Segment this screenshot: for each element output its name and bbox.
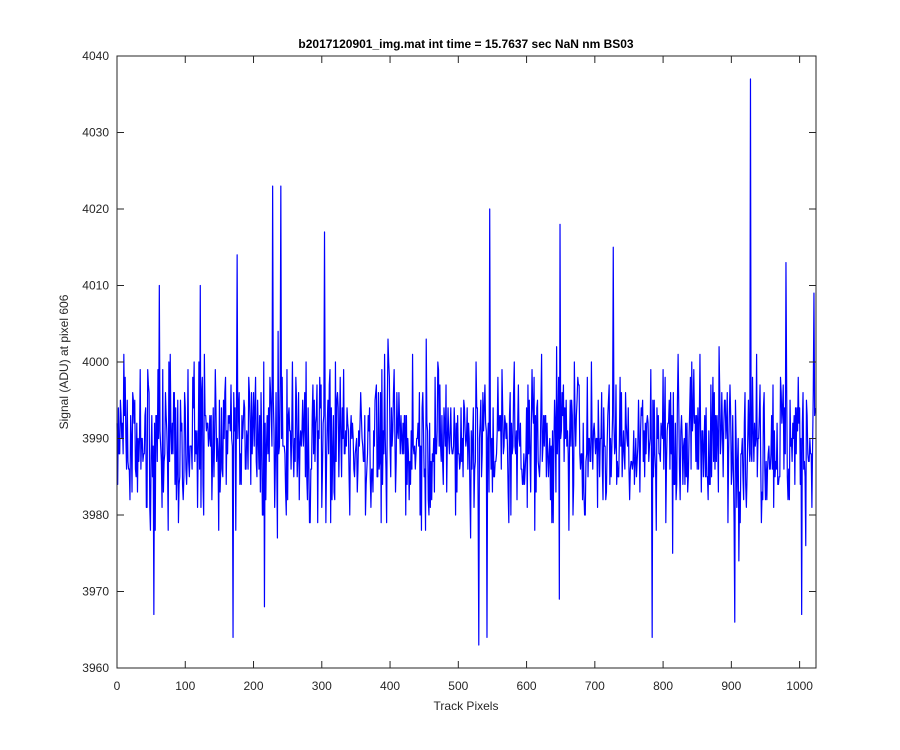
x-tick-label: 200: [244, 679, 264, 693]
y-tick-label: 3970: [82, 585, 109, 599]
y-tick-label: 4020: [82, 202, 109, 216]
chart-title: b2017120901_img.mat int time = 15.7637 s…: [298, 37, 634, 51]
x-tick-label: 300: [312, 679, 332, 693]
x-tick-label: 800: [653, 679, 673, 693]
y-tick-label: 4010: [82, 279, 109, 293]
y-tick-label: 3990: [82, 432, 109, 446]
y-tick-label: 3980: [82, 508, 109, 522]
plot-area: [117, 56, 816, 668]
series-layer: [116, 78, 816, 646]
x-tick-label: 600: [517, 679, 537, 693]
x-tick-label: 400: [380, 679, 400, 693]
y-tick-label: 4040: [82, 49, 109, 63]
y-tick-label: 4000: [82, 355, 109, 369]
x-tick-label: 500: [448, 679, 468, 693]
x-tick-label: 0: [114, 679, 121, 693]
y-tick-label: 3960: [82, 661, 109, 675]
x-axis-label: Track Pixels: [434, 699, 499, 713]
signal-line: [116, 78, 816, 646]
x-tick-label: 100: [175, 679, 195, 693]
x-tick-label: 700: [585, 679, 605, 693]
x-tick-label: 1000: [786, 679, 813, 693]
y-axis-label: Signal (ADU) at pixel 606: [57, 294, 71, 429]
y-axis: 3960 3970 3980 3990 4000 4010 4020 4030 4040: [82, 49, 816, 675]
x-tick-label: 900: [721, 679, 741, 693]
x-axis: 0 100 200 300 400 500 600 700 800 900 1000: [114, 56, 813, 693]
y-tick-label: 4030: [82, 126, 109, 140]
